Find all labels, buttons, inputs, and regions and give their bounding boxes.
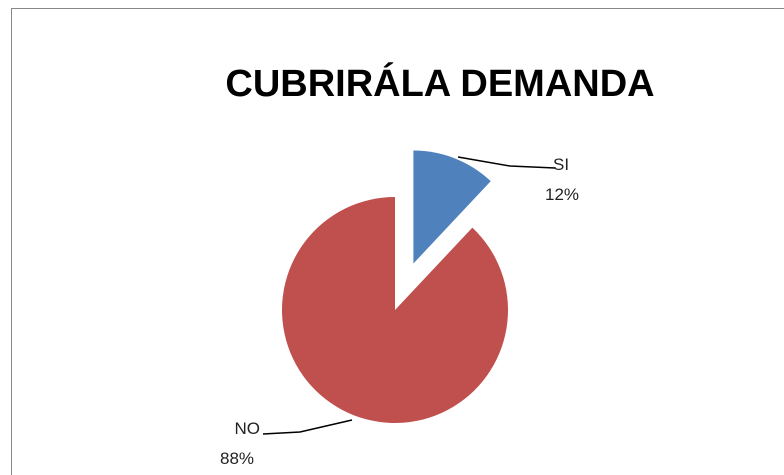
pie-slice xyxy=(282,197,508,423)
chart-title: CUBRIRÁLA DEMANDA xyxy=(225,61,654,105)
data-label-category: NO xyxy=(235,419,261,438)
pie-slice xyxy=(413,150,491,264)
data-label-category: SI xyxy=(553,155,569,174)
leader-line xyxy=(457,156,556,169)
data-label-value: 88% xyxy=(220,449,254,468)
leader-line xyxy=(262,419,353,435)
data-label-value: 12% xyxy=(545,185,579,204)
